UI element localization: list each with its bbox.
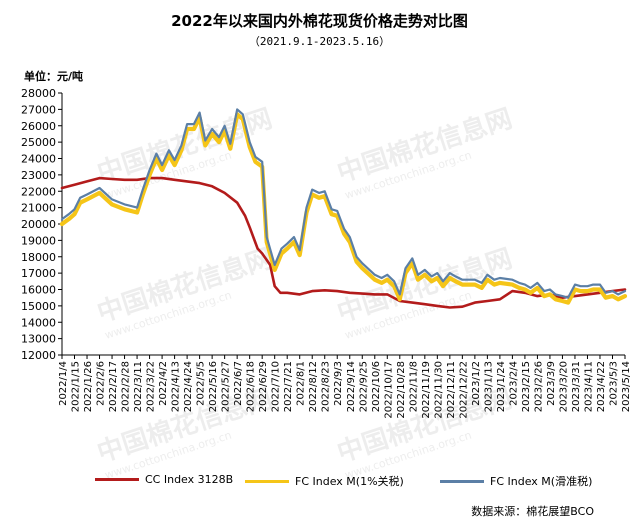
x-tick-label: 2022/5/5 [196, 361, 207, 406]
x-tick-label: 2022/2/28 [121, 361, 132, 412]
y-tick-label: 21000 [21, 202, 56, 215]
x-tick-label: 2023/3/31 [571, 361, 582, 412]
y-axis-unit-label: 单位：元/吨 [24, 70, 84, 83]
x-tick-label: 2022/7/21 [283, 361, 294, 412]
y-tick-label: 19000 [21, 234, 56, 247]
x-tick-label: 2023/5/3 [608, 361, 619, 406]
legend-label-cc: CC Index 3128B [145, 473, 234, 486]
x-tick-label: 2023/1/13 [483, 361, 494, 412]
data-source: 数据来源：棉花展望BCO [471, 505, 594, 518]
x-tick-label: 2023/3/20 [558, 361, 569, 412]
legend-item-cc: CC Index 3128B [95, 473, 233, 486]
x-tick-label: 2022/5/16 [208, 361, 219, 412]
x-tick-label: 2022/3/22 [146, 361, 157, 412]
x-tick-label: 2023/2/4 [508, 361, 519, 406]
series-line-cc [60, 176, 627, 309]
x-tick-label: 2023/2/15 [521, 361, 532, 412]
x-tick-label: 2022/6/7 [233, 361, 244, 406]
y-tick-label: 16000 [21, 284, 56, 297]
y-tick-label: 24000 [21, 153, 56, 166]
y-tick-label: 23000 [21, 169, 56, 182]
legend-label-fc1: FC Index M(1%关税) [295, 475, 404, 488]
x-tick-label: 2023/1/24 [496, 361, 507, 412]
x-tick-label: 2022/4/13 [171, 361, 182, 412]
x-tick-label: 2022/10/17 [383, 361, 394, 419]
x-tick-label: 2022/2/17 [108, 361, 119, 412]
x-tick-label: 2023/4/11 [583, 361, 594, 412]
x-tick-label: 2022/4/24 [183, 361, 194, 412]
y-tick-label: 12000 [21, 349, 56, 362]
x-tick-label: 2023/3/9 [546, 361, 557, 406]
y-tick-label: 26000 [21, 120, 56, 133]
legend-swatch-fc1 [245, 479, 289, 483]
x-tick-label: 2022/6/18 [246, 361, 257, 412]
y-tick-label: 28000 [21, 87, 56, 100]
x-tick-label: 2022/1/4 [58, 361, 69, 406]
x-tick-label: 2022/9/25 [358, 361, 369, 412]
x-tick-label: 2023/4/22 [596, 361, 607, 412]
x-tick-label: 2022/3/11 [133, 361, 144, 412]
y-tick-label: 15000 [21, 300, 56, 313]
y-tick-label: 17000 [21, 267, 56, 280]
x-tick-label: 2022/1/15 [71, 361, 82, 412]
x-tick-label: 2022/2/6 [96, 361, 107, 406]
legend-label-fc2: FC Index M(滑准税) [490, 475, 593, 488]
x-tick-label: 2022/9/14 [346, 361, 357, 412]
y-tick-label: 25000 [21, 136, 56, 149]
legend-item-fc1: FC Index M(1%关税) [245, 473, 404, 489]
x-tick-label: 2022/5/27 [221, 361, 232, 412]
y-tick-label: 22000 [21, 185, 56, 198]
chart-subtitle: （2021.9.1-2023.5.16） [248, 35, 391, 48]
x-tick-label: 2022/7/10 [271, 361, 282, 412]
y-tick-label: 27000 [21, 103, 56, 116]
x-tick-label: 2022/11/19 [421, 361, 432, 419]
x-tick-label: 2022/10/6 [371, 361, 382, 412]
x-tick-label: 2022/9/3 [333, 361, 344, 406]
x-tick-label: 2022/1/26 [83, 361, 94, 412]
legend-swatch-cc [95, 478, 139, 481]
x-tick-label: 2022/11/30 [433, 361, 444, 419]
x-tick-label: 2022/12/11 [446, 361, 457, 419]
x-tick-label: 2023/2/26 [533, 361, 544, 412]
x-tick-label: 2022/8/1 [296, 361, 307, 406]
y-tick-label: 13000 [21, 333, 56, 346]
x-tick-label: 2022/12/22 [458, 361, 469, 419]
x-tick-label: 2023/5/14 [621, 361, 632, 412]
x-tick-label: 2022/11/8 [408, 361, 419, 412]
y-tick-label: 20000 [21, 218, 56, 231]
x-tick-label: 2022/10/28 [396, 361, 407, 419]
x-tick-label: 2022/6/29 [258, 361, 269, 412]
x-tick-label: 2022/4/2 [158, 361, 169, 406]
legend-item-fc2: FC Index M(滑准税) [440, 473, 592, 489]
series-line-fc2 [60, 108, 627, 299]
y-tick-label: 14000 [21, 316, 56, 329]
chart-title: 2022年以来国内外棉花现货价格走势对比图 [171, 12, 468, 30]
y-tick-label: 18000 [21, 251, 56, 264]
legend-swatch-fc2 [440, 479, 484, 483]
x-tick-label: 2022/8/23 [321, 361, 332, 412]
series-line-fc1 [59, 112, 628, 305]
x-tick-label: 2023/1/2 [471, 361, 482, 406]
x-tick-label: 2022/8/12 [308, 361, 319, 412]
